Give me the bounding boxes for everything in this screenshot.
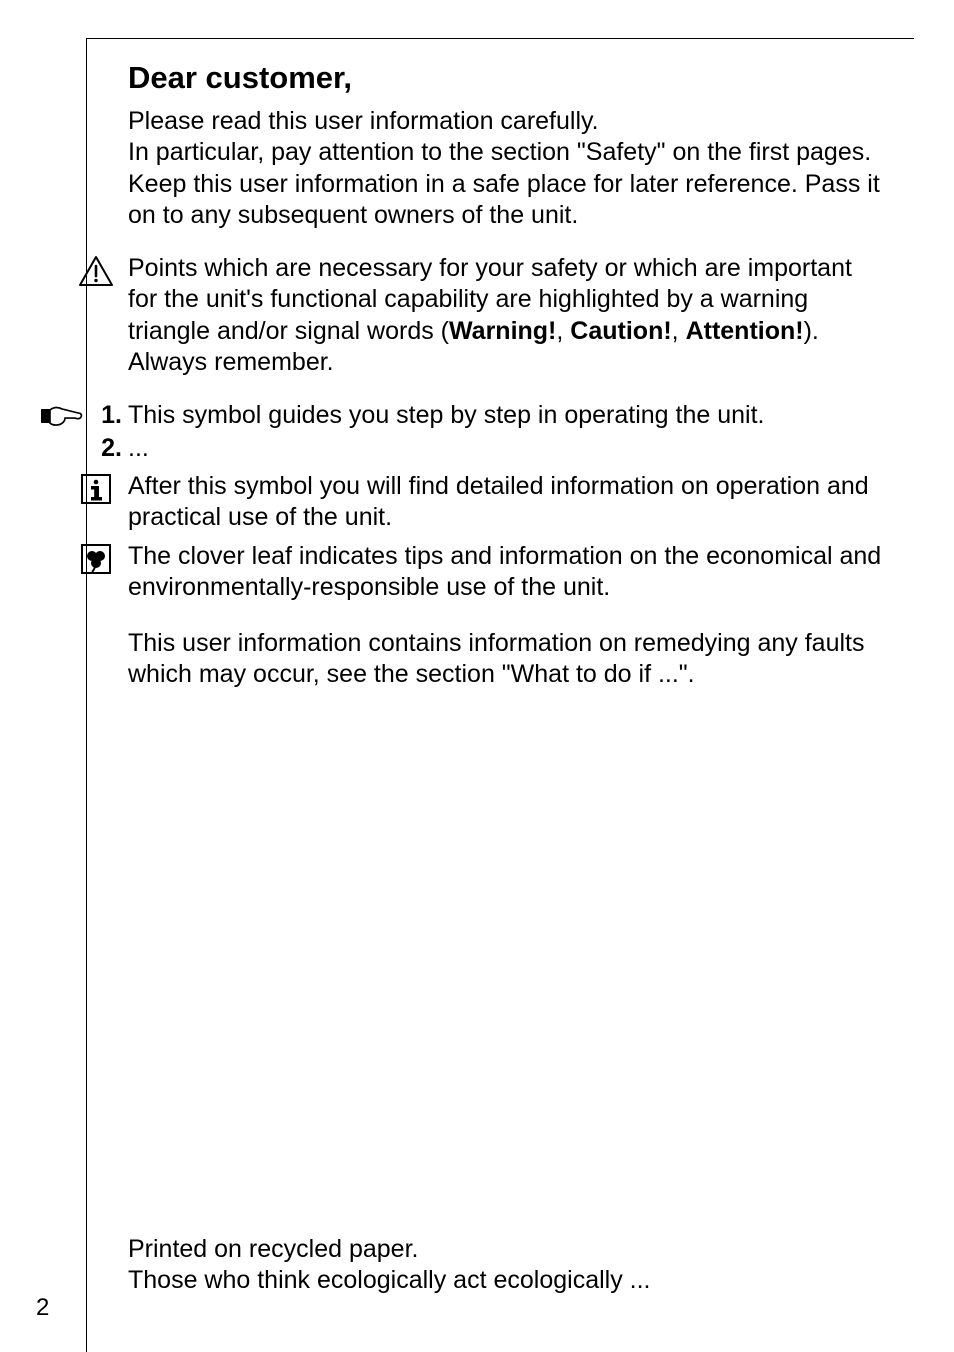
warning-word-1: Warning! xyxy=(449,317,556,345)
step-text-1: This symbol guides you step by step in o… xyxy=(128,401,764,429)
intro-paragraph: Please read this user information carefu… xyxy=(128,106,884,231)
warning-sep-1: , xyxy=(556,317,570,345)
step-number-2: 2. xyxy=(88,433,122,464)
info-box-icon xyxy=(76,473,116,505)
info-paragraph: After this symbol you will find detailed… xyxy=(128,471,884,534)
footer-line-2: Those who think ecologically act ecologi… xyxy=(128,1265,884,1296)
step-list-item-1: 1. This symbol guides you step by step i… xyxy=(128,400,884,431)
warning-triangle-icon xyxy=(76,255,116,287)
warning-word-2: Caution! xyxy=(570,317,671,345)
info-text: After this symbol you will find detailed… xyxy=(128,472,869,531)
faults-paragraph: This user information contains informati… xyxy=(128,628,884,691)
clover-text: The clover leaf indicates tips and infor… xyxy=(128,542,881,601)
warning-sep-2: , xyxy=(672,317,686,345)
page-number: 2 xyxy=(36,1294,49,1322)
step-text-2: ... xyxy=(128,434,149,462)
step-list-item-2: 2. ... xyxy=(128,433,884,464)
warning-word-3: Attention! xyxy=(686,317,804,345)
pointing-hand-icon xyxy=(40,404,84,436)
clover-box-icon xyxy=(76,543,116,575)
heading-dear-customer: Dear customer, xyxy=(128,60,884,96)
content-area: Dear customer, Please read this user inf… xyxy=(128,60,884,698)
step-number-1: 1. xyxy=(88,400,122,431)
footer-area: Printed on recycled paper. Those who thi… xyxy=(128,1234,884,1297)
footer-line-1: Printed on recycled paper. xyxy=(128,1234,884,1265)
clover-paragraph: The clover leaf indicates tips and infor… xyxy=(128,541,884,604)
warning-paragraph: Points which are necessary for your safe… xyxy=(128,253,884,378)
